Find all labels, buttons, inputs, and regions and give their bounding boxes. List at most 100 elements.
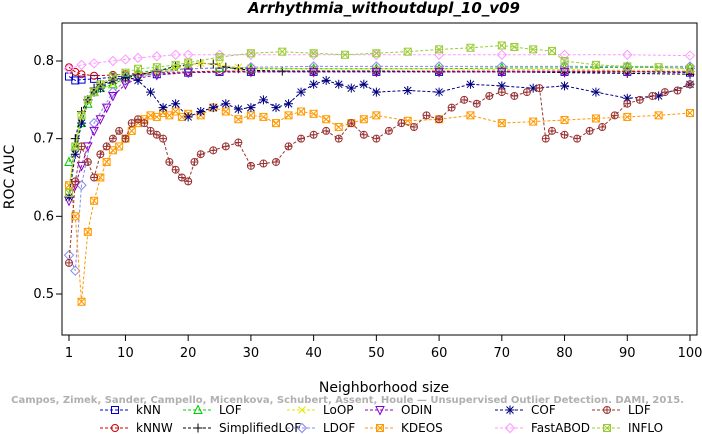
data-point-inflo	[529, 45, 538, 54]
data-point-kdeos	[115, 142, 124, 151]
data-point-kdeos	[623, 112, 632, 121]
legend-marker	[603, 424, 611, 432]
data-point-inflo	[341, 50, 349, 59]
series-inflo	[65, 41, 694, 198]
data-point-kdeos	[466, 111, 475, 120]
data-point-ldof	[245, 62, 257, 73]
data-point-kdeos	[259, 113, 268, 121]
x-tick-label: 10	[117, 346, 134, 361]
data-point-inflo	[623, 62, 632, 71]
data-point-odin	[246, 67, 256, 78]
data-point-kdeos	[65, 181, 73, 190]
legend-item-kdeos: KDEOS	[365, 421, 443, 434]
data-point-kdeos	[623, 113, 632, 121]
data-point-cof	[528, 83, 538, 93]
data-point-kdeos	[529, 117, 538, 126]
data-point-ldf	[90, 174, 98, 181]
data-point-ldf	[159, 135, 167, 143]
data-point-kdeos	[497, 119, 506, 128]
y-tick-label: 0.5	[33, 287, 54, 302]
legend-label: KDEOS	[401, 421, 443, 434]
data-point-cof	[271, 103, 281, 113]
data-point-kdeos	[77, 297, 86, 306]
data-point-odin	[101, 103, 112, 114]
legend-marker	[505, 405, 515, 415]
data-point-knn	[77, 75, 86, 84]
legend-marker	[111, 406, 119, 414]
data-point-odin	[559, 67, 570, 78]
data-point-ldf	[121, 135, 129, 143]
legend-item-simplifiedlof: SimplifiedLOF	[183, 421, 301, 434]
data-point-ldf	[115, 127, 123, 135]
data-point-ldf	[586, 127, 594, 135]
legend-label: INFLO	[628, 421, 663, 434]
data-point-cof	[146, 87, 156, 97]
data-point-kdeos	[234, 115, 243, 124]
axes: 1 10 20 30 40 50 60 70 80 90 100 0.5 0.6 0.7 0.8	[33, 22, 702, 361]
data-point-kdeos	[221, 107, 230, 116]
data-point-fastabod	[170, 49, 181, 60]
data-point-inflo	[96, 80, 105, 89]
legend-label: FastABOD	[531, 421, 590, 434]
data-point-kdeos	[297, 107, 305, 116]
x-tick-label: 20	[180, 346, 197, 361]
data-point-odin	[371, 67, 382, 78]
data-point-odin	[622, 67, 633, 78]
data-point-kdeos	[686, 109, 694, 117]
data-point-kdeos	[309, 109, 318, 118]
x-tick-label: 70	[494, 346, 511, 361]
data-point-ldf	[561, 131, 569, 139]
series-ldof	[63, 61, 696, 276]
data-point-kdeos	[686, 109, 694, 118]
series-line-cof	[68, 75, 691, 197]
data-point-cof	[465, 79, 475, 89]
data-point-ldf	[297, 135, 305, 143]
data-point-inflo	[403, 47, 412, 56]
series-line-loop	[68, 62, 690, 186]
data-point-inflo	[71, 142, 80, 151]
data-point-ldf	[535, 84, 543, 92]
data-point-cof	[133, 75, 143, 85]
data-point-inflo	[77, 111, 86, 120]
data-point-inflo	[215, 53, 224, 61]
data-point-inflo	[90, 88, 99, 97]
data-point-inflo	[121, 68, 130, 77]
data-point-ldf	[140, 119, 148, 127]
data-point-inflo	[686, 64, 694, 73]
data-point-fastabod	[88, 58, 100, 69]
data-point-cof	[321, 75, 331, 85]
data-point-inflo	[152, 63, 161, 72]
x-tick-label: 60	[431, 346, 448, 361]
data-point-inflo	[71, 142, 80, 151]
data-point-ldf	[360, 131, 368, 139]
legend-label: LDF	[628, 403, 651, 417]
data-point-kdeos	[71, 212, 80, 221]
data-point-fastabod	[76, 59, 87, 71]
data-point-ldf	[322, 127, 330, 135]
data-point-ldf	[234, 139, 242, 147]
data-point-ldf	[573, 135, 581, 143]
data-point-ldf	[147, 127, 155, 135]
data-point-ldf	[673, 87, 681, 95]
data-point-inflo	[108, 72, 117, 81]
data-point-ldf	[209, 146, 217, 154]
legend-label: SimplifiedLOF	[219, 421, 301, 434]
data-point-kdeos	[115, 142, 124, 151]
data-point-cof	[403, 86, 413, 96]
data-point-kdeos	[102, 158, 111, 166]
data-point-cof	[359, 79, 369, 89]
data-point-ldf	[310, 131, 318, 139]
data-point-ldof	[496, 61, 508, 72]
series-kdeos	[65, 103, 694, 306]
data-point-ldf	[410, 123, 418, 131]
x-tick-label: 100	[678, 346, 702, 361]
data-point-kdeos	[654, 111, 663, 120]
plot-area	[63, 41, 696, 306]
data-point-ldf	[347, 119, 355, 127]
y-tick-label: 0.8	[33, 54, 54, 69]
data-point-kdeos	[71, 212, 80, 221]
legend-label: COF	[531, 403, 556, 417]
data-point-odin	[308, 67, 319, 78]
legend-marker	[298, 406, 306, 414]
series-line-ldf	[68, 83, 691, 263]
